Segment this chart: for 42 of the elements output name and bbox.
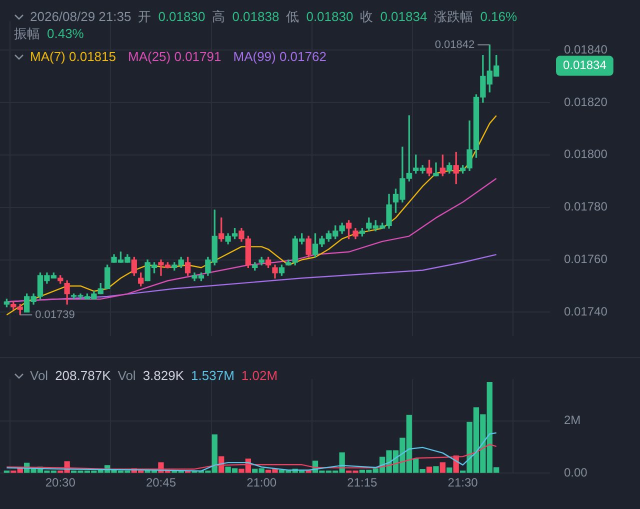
annotation: 0.01834 — [380, 9, 428, 24]
annotation: 涨跌幅 — [434, 9, 474, 24]
bar — [426, 466, 432, 473]
x-tick-label: 21:00 — [246, 476, 277, 490]
text: MA(25) 0.01791 — [128, 49, 222, 64]
annotation: 开 — [138, 9, 152, 24]
annotation: 0.16% — [480, 9, 518, 24]
annotation: 收 — [360, 9, 374, 24]
y-tick-label: 0.01760 — [564, 252, 608, 266]
x-tick-label: 21:30 — [448, 476, 478, 490]
annotation: 高 — [212, 9, 226, 24]
annotation: 3.829K — [142, 368, 184, 383]
annotation: 0.01739 — [35, 308, 75, 321]
annotation: 0.01830 — [158, 9, 206, 24]
annotation: 208.787K — [55, 368, 111, 383]
bar — [433, 466, 439, 473]
annotation: 1.02M — [241, 368, 278, 383]
y-tick-label: 2M — [564, 413, 581, 428]
x-tick-label: 20:30 — [45, 476, 76, 490]
annotation: Vol — [118, 368, 136, 383]
y-tick-label: 0.01800 — [564, 147, 608, 162]
annotation: 低 — [286, 9, 300, 24]
bar — [446, 467, 452, 473]
annotation: 2026/08/29 21:35 — [30, 9, 132, 24]
annotation: 0.43% — [47, 26, 84, 41]
y-tick-label: 0.01740 — [564, 304, 608, 319]
x-tick-label: 21:15 — [347, 476, 378, 490]
x-tick-label: 20:45 — [146, 476, 176, 490]
annotation: 0.01838 — [232, 9, 280, 24]
annotation: 1.537M — [191, 368, 234, 383]
text: MA(99) 0.01762 — [233, 49, 326, 64]
annotation: Vol — [30, 368, 48, 383]
y-tick-label: 0.00 — [564, 465, 588, 480]
text: MA(7) 0.01815 — [30, 49, 116, 64]
text: 0.01834 — [563, 58, 606, 72]
y-tick-label: 0.01780 — [564, 200, 608, 214]
bar — [440, 462, 446, 473]
y-tick-label: 0.01820 — [564, 94, 608, 109]
annotation: 振幅 — [14, 26, 40, 41]
annotation: 0.01842 — [434, 38, 475, 51]
annotation: 0.01830 — [306, 9, 354, 24]
y-tick-label: 0.01840 — [564, 42, 608, 56]
